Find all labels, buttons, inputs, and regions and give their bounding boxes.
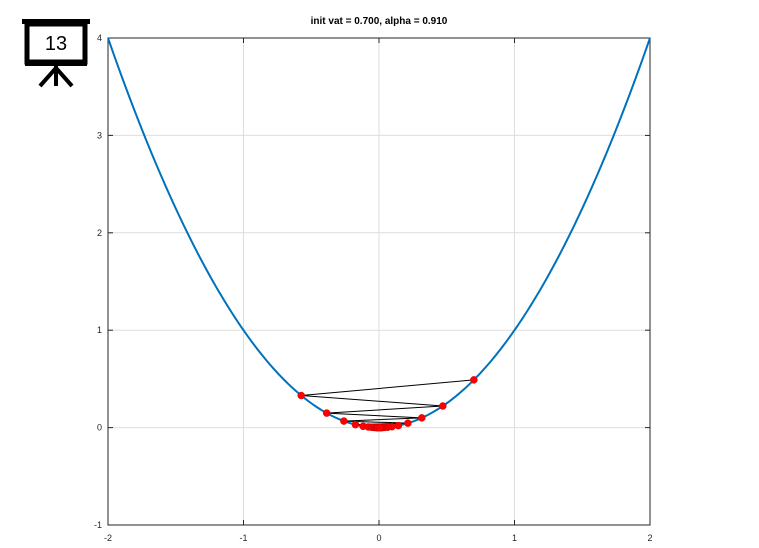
x-tick-label: 0 <box>376 533 381 543</box>
presentation-board-icon: 13 <box>20 16 92 90</box>
y-tick-label: 3 <box>97 130 102 140</box>
y-tick-label: 4 <box>97 33 102 43</box>
iterate-point <box>340 417 348 425</box>
iterate-point <box>351 420 360 429</box>
x-tick-label: -2 <box>104 533 112 543</box>
y-tick-label: -1 <box>94 520 102 530</box>
series <box>107 37 651 432</box>
x-tick-label: -1 <box>239 533 247 543</box>
iterate-point <box>470 376 478 384</box>
iterate-point <box>439 402 447 410</box>
grid <box>108 38 650 525</box>
iterate-point <box>297 391 305 400</box>
iterate-path <box>301 379 474 429</box>
x-tick-label: 1 <box>512 533 517 543</box>
iterate-point <box>394 421 403 430</box>
x-tick-label: 2 <box>647 533 652 543</box>
chart-title: init vat = 0.700, alpha = 0.910 <box>311 16 448 27</box>
iterate-point <box>322 409 331 417</box>
iterate-point <box>376 423 384 432</box>
iterate-point <box>418 414 426 422</box>
slide-number: 13 <box>45 33 67 55</box>
y-tick-label: 1 <box>97 325 102 335</box>
iterate-point <box>404 419 412 427</box>
y-tick-label: 0 <box>97 423 102 433</box>
y-tick-label: 2 <box>97 228 102 238</box>
